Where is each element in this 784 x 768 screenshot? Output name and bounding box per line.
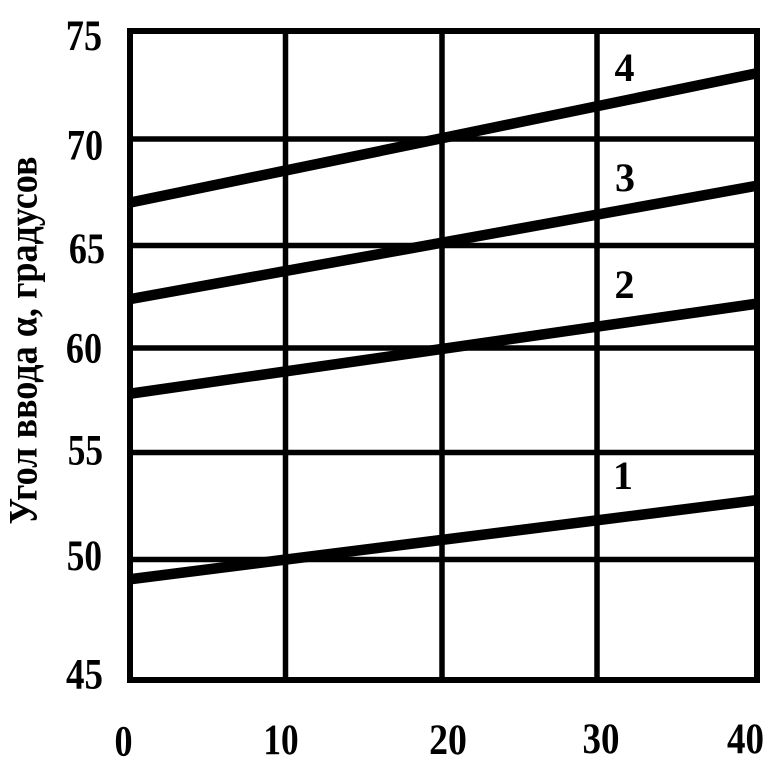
svg-text:45: 45	[66, 650, 103, 698]
svg-text:65: 65	[69, 225, 105, 273]
svg-text:20: 20	[429, 716, 467, 764]
svg-text:1: 1	[613, 453, 633, 498]
svg-text:10: 10	[263, 716, 298, 764]
svg-text:75: 75	[66, 12, 102, 60]
svg-text:Угол ввода α, градусов: Угол ввода α, градусов	[1, 157, 46, 525]
svg-text:2: 2	[615, 262, 635, 307]
svg-text:40: 40	[727, 714, 764, 762]
svg-text:55: 55	[68, 426, 103, 474]
svg-text:4: 4	[615, 45, 635, 90]
svg-text:50: 50	[67, 532, 102, 580]
svg-text:3: 3	[615, 155, 635, 200]
svg-text:0: 0	[114, 718, 132, 766]
svg-text:70: 70	[67, 122, 103, 170]
svg-text:30: 30	[583, 714, 620, 762]
svg-text:60: 60	[66, 325, 102, 373]
